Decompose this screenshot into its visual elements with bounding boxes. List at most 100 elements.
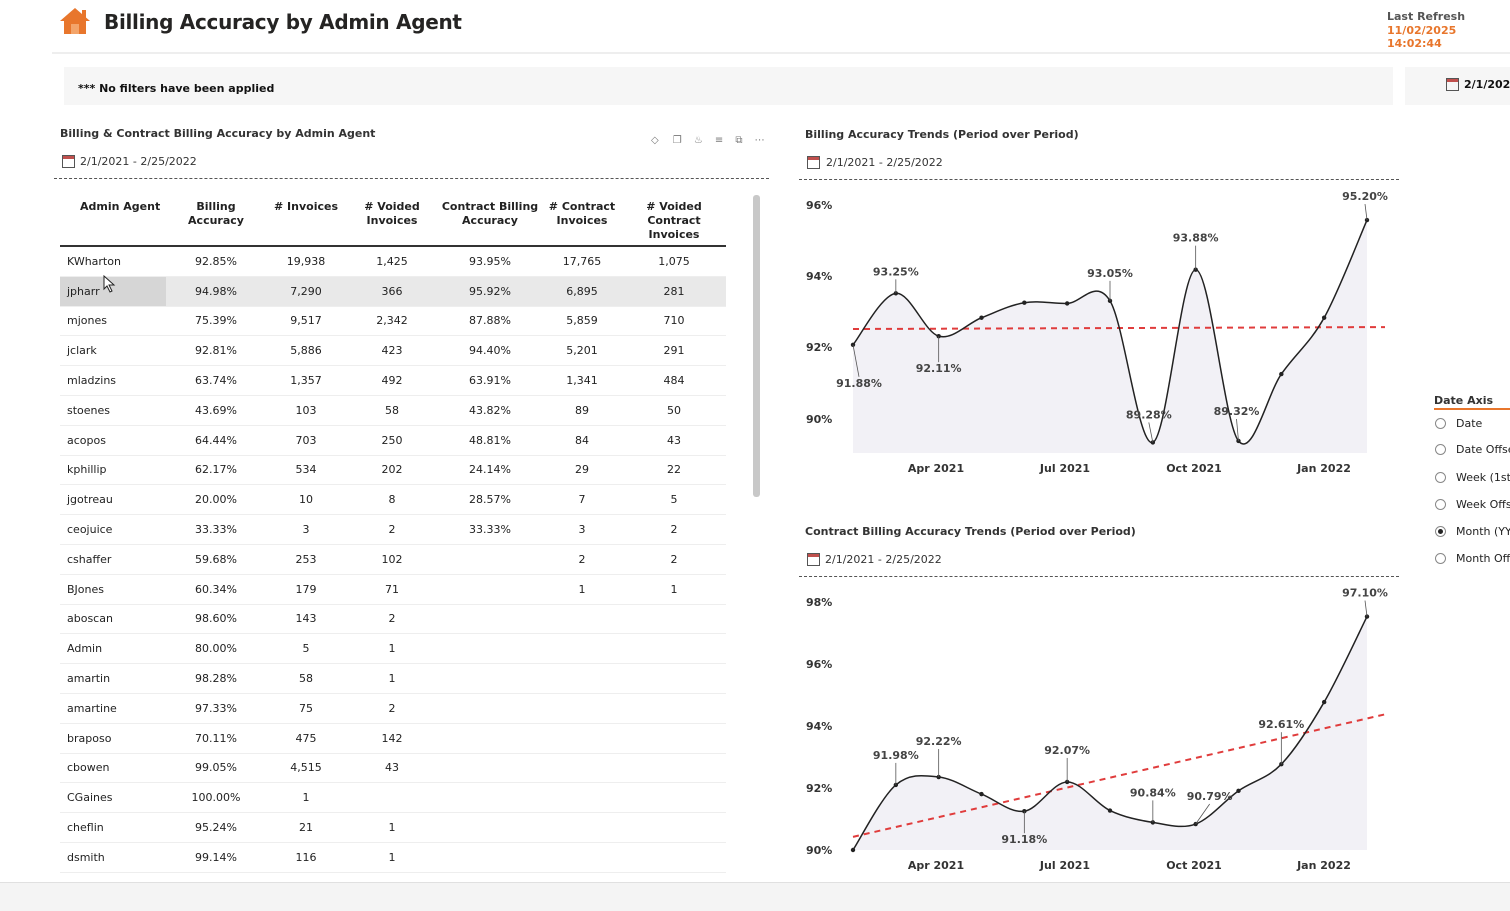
date-filter-chip[interactable] [1405, 67, 1510, 105]
contract-trend-date-range: 2/1/2021 - 2/25/2022 [825, 553, 942, 566]
table-cell [438, 544, 542, 575]
column-header[interactable]: # Voided Contract Invoices [646, 200, 702, 241]
table-row[interactable]: KWharton 92.85% 19,938 1,425 93.95% 17,765 1,0… [60, 246, 726, 277]
agent-name-cell: aboscan [60, 604, 166, 635]
table-row[interactable]: cshaffer 59.68% 253 102 2 2 [60, 544, 726, 575]
table-cell [542, 872, 622, 877]
table-cell [622, 753, 726, 784]
table-cell [542, 604, 622, 635]
table-row[interactable]: jgotreau 20.00% 10 8 28.57% 7 5 [60, 484, 726, 516]
x-tick-label: Jul 2021 [1039, 859, 1090, 872]
calendar-icon [1446, 78, 1459, 91]
data-point[interactable] [1321, 315, 1327, 320]
table-cell: 423 [346, 335, 438, 367]
copy-icon[interactable]: ❐ [672, 135, 682, 146]
data-point[interactable] [1321, 699, 1327, 705]
slicer-radio[interactable] [1435, 418, 1446, 429]
table-row[interactable]: aboscan 98.60% 143 2 [60, 604, 726, 635]
table-cell: 59.68% [166, 544, 266, 575]
table-row[interactable]: Admin 80.00% 5 1 [60, 633, 726, 665]
billing-accuracy-trend-chart: 96% 94% 92% 90% Apr 2021 Jul 2021 Oct 2021 Jan … [806, 190, 1388, 475]
column-header[interactable]: # Contract Invoices [548, 200, 616, 227]
table-cell [438, 693, 542, 724]
filter-icon[interactable]: ≡ [714, 135, 724, 146]
agent-name-cell: ceojuice [60, 514, 166, 545]
table-cell: 63.74% [166, 365, 266, 396]
table-cell: 366 [346, 276, 438, 307]
slicer-option-label[interactable]: Date [1456, 417, 1483, 430]
pin-icon[interactable]: ◇ [651, 135, 659, 146]
table-row[interactable]: jpharr 94.98% 7,290 366 95.92% 6,895 281 [60, 276, 726, 307]
agent-name-cell: amartin [60, 663, 166, 694]
column-header[interactable]: Admin Agent [80, 200, 161, 213]
agent-name-cell: jclark [60, 335, 166, 367]
mouse-cursor-icon [103, 275, 116, 293]
data-point[interactable] [1150, 820, 1156, 825]
slicer-option-label[interactable]: Week (1st [1456, 471, 1510, 484]
table-row[interactable]: amartin 98.28% 58 1 [60, 663, 726, 694]
focus-mode-icon[interactable]: ⧉ [735, 135, 743, 146]
data-point[interactable] [1022, 809, 1027, 814]
table-cell: 98.60% [166, 604, 266, 635]
slicer-radio[interactable] [1435, 526, 1446, 537]
data-point[interactable] [1150, 440, 1156, 445]
slicer-option-label[interactable]: Month (YY [1456, 525, 1510, 538]
data-point[interactable] [979, 315, 984, 320]
table-row[interactable]: jclark 92.81% 5,886 423 94.40% 5,201 291 [60, 335, 726, 367]
slicer-radio[interactable] [1435, 499, 1446, 510]
table-cell: 116 [266, 842, 346, 873]
table-scrollbar[interactable] [753, 195, 760, 497]
table-row[interactable]: kphillip 62.17% 534 202 24.14% 29 22 [60, 455, 726, 486]
table-cell [438, 604, 542, 635]
table-cell: 475 [266, 723, 346, 754]
table-row[interactable]: braposo 70.11% 475 142 [60, 723, 726, 754]
data-point[interactable] [1364, 614, 1370, 619]
slicer-radio[interactable] [1435, 472, 1446, 483]
table-row[interactable]: mladzins 63.74% 1,357 492 63.91% 1,341 484 [60, 365, 726, 396]
data-point[interactable] [1279, 371, 1284, 377]
data-point[interactable] [1022, 300, 1027, 305]
filter-status-text: *** No filters have been applied [78, 82, 275, 95]
table-row[interactable]: mjones 75.39% 9,517 2,342 87.88% 5,859 710 [60, 306, 726, 337]
slicer-radio[interactable] [1435, 444, 1446, 455]
data-point[interactable] [1064, 779, 1070, 785]
date-filter-chip-label[interactable]: 2/1/2021 [1464, 78, 1510, 91]
slicer-option-label[interactable]: Date Offse [1456, 443, 1510, 456]
column-header[interactable]: Contract Billing Accuracy [441, 200, 539, 227]
trend-area [853, 220, 1367, 453]
table-row[interactable]: CGaines 100.00% 1 [60, 782, 726, 814]
table-cell: 2 [346, 693, 438, 724]
table-row[interactable]: acopos 64.44% 703 250 48.81% 84 43 [60, 425, 726, 456]
alert-bell-icon[interactable]: ♨ [693, 135, 703, 146]
data-point[interactable] [850, 847, 856, 853]
data-point[interactable] [1064, 301, 1070, 306]
more-options-icon[interactable]: ⋯ [754, 135, 765, 146]
table-cell: 9,517 [266, 306, 346, 337]
table-row[interactable]: ceojuice 33.33% 3 2 33.33% 3 2 [60, 514, 726, 545]
home-icon[interactable] [58, 6, 92, 36]
data-point[interactable] [1236, 788, 1241, 794]
data-point[interactable] [1236, 438, 1241, 444]
column-header[interactable]: # Voided Invoices [364, 200, 420, 227]
table-row[interactable]: stoenes 43.69% 103 58 43.82% 89 50 [60, 395, 726, 426]
table-cell: 103 [266, 395, 346, 426]
table-row[interactable]: dstrick99.56%1,1405 [60, 872, 726, 877]
agent-name-cell: Admin [60, 633, 166, 665]
column-header[interactable]: # Invoices [274, 200, 338, 213]
table-row[interactable]: cheflin 95.24% 21 1 [60, 812, 726, 843]
table-cell: 1,075 [622, 246, 726, 277]
slicer-option-label[interactable]: Month Offs [1456, 552, 1510, 565]
agent-name-cell: dstrick [60, 872, 166, 877]
slicer-option-label[interactable]: Week Offs [1456, 498, 1510, 511]
table-row[interactable]: BJones 60.34% 179 71 1 1 [60, 574, 726, 605]
data-point[interactable] [1107, 808, 1113, 813]
data-point[interactable] [979, 791, 984, 797]
table-row[interactable]: amartine 97.33% 75 2 [60, 693, 726, 724]
column-header[interactable]: Billing Accuracy [188, 200, 244, 227]
slicer-radio[interactable] [1435, 553, 1446, 564]
table-row[interactable]: cbowen 99.05% 4,515 43 [60, 753, 726, 784]
table-cell [542, 842, 622, 873]
table-row[interactable]: dsmith 99.14% 116 1 [60, 842, 726, 873]
data-point[interactable] [936, 774, 941, 780]
table-cell: 75.39% [166, 306, 266, 337]
